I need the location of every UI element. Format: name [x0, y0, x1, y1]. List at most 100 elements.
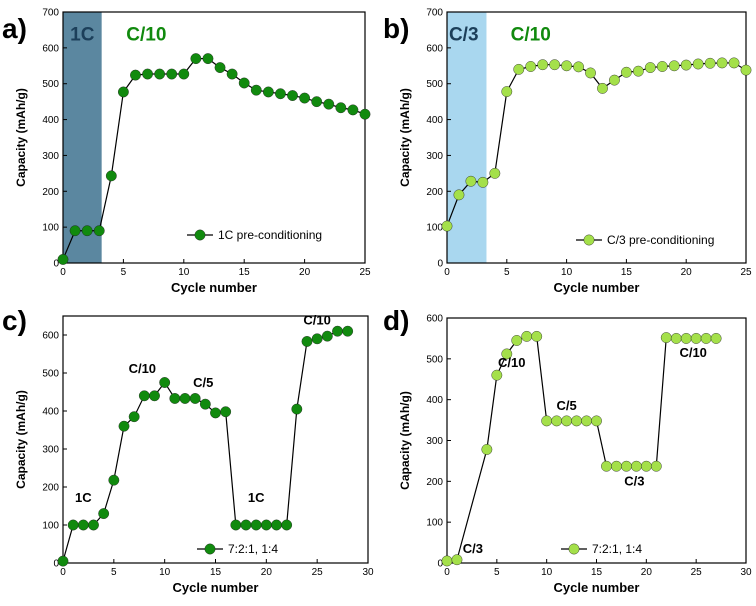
data-point-c-28 — [342, 325, 354, 337]
shaded-region-b-0 — [447, 12, 487, 263]
data-point-c-22 — [281, 519, 293, 531]
data-point-d-21 — [650, 460, 662, 472]
data-point-c-19 — [250, 519, 262, 531]
y-tick-label-b-2: 200 — [426, 187, 443, 198]
x-tick-label-c-4: 20 — [261, 567, 273, 578]
data-point-c-13 — [189, 393, 201, 404]
data-point-b-2 — [465, 175, 477, 187]
legend-marker-a — [194, 229, 206, 241]
data-point-c-11 — [169, 393, 181, 404]
legend-label-c: 7:2:1, 1:4 — [228, 542, 278, 556]
x-tick-label-a-4: 20 — [299, 267, 311, 278]
data-point-d-1 — [451, 554, 463, 566]
data-point-b-9 — [549, 59, 561, 71]
y-tick-label-a-5: 500 — [42, 79, 59, 90]
x-tick-label-c-3: 15 — [210, 567, 222, 578]
data-point-d-26 — [700, 333, 712, 344]
panel-label-d: d) — [383, 305, 409, 336]
data-point-d-16 — [601, 460, 612, 472]
data-point-b-25 — [740, 64, 752, 76]
x-axis-title-d: Cycle number — [554, 580, 640, 595]
series-line-b-0 — [446, 62, 747, 227]
y-tick-label-c-0: 0 — [53, 559, 59, 570]
legend-marker-d — [568, 543, 580, 555]
data-point-b-24 — [728, 57, 740, 69]
data-point-b-11 — [573, 61, 584, 73]
data-point-b-4 — [489, 167, 501, 179]
annotation-c-0: 1C — [75, 490, 92, 505]
data-point-c-17 — [230, 519, 242, 531]
data-point-a-8 — [154, 68, 166, 80]
x-axis-title-c: Cycle number — [173, 580, 259, 595]
data-point-a-21 — [311, 96, 323, 108]
x-tick-label-a-2: 10 — [178, 267, 190, 278]
data-point-b-0 — [441, 220, 453, 232]
data-point-d-4 — [481, 444, 493, 455]
data-point-b-3 — [477, 176, 489, 188]
data-point-d-15 — [591, 415, 602, 427]
shaded-region-a-0 — [63, 12, 102, 263]
data-point-a-0 — [57, 254, 69, 265]
data-point-d-7 — [511, 335, 523, 346]
data-point-a-2 — [81, 225, 93, 237]
panel-label-a: a) — [2, 13, 27, 44]
data-point-a-22 — [323, 98, 335, 110]
y-tick-label-d-3: 300 — [426, 436, 443, 447]
annotation-c-4: C/10 — [303, 312, 330, 327]
annotation-a-1: C/10 — [126, 25, 166, 46]
data-point-b-1 — [453, 189, 465, 201]
y-tick-label-b-0: 0 — [437, 259, 443, 270]
panel-label-c: c) — [2, 305, 27, 336]
data-point-b-21 — [692, 58, 704, 70]
data-point-b-8 — [537, 59, 549, 71]
y-tick-label-d-0: 0 — [437, 559, 443, 570]
y-axis-title-d: Capacity (mAh/g) — [398, 391, 412, 490]
data-point-c-23 — [291, 403, 303, 415]
data-point-a-19 — [287, 90, 298, 101]
data-point-b-19 — [668, 60, 680, 72]
series-line-c-0 — [62, 330, 348, 562]
data-point-a-9 — [166, 68, 178, 80]
y-tick-label-a-0: 0 — [53, 259, 59, 270]
data-point-d-23 — [670, 333, 682, 344]
x-tick-label-b-2: 10 — [561, 267, 573, 278]
data-point-a-5 — [118, 86, 129, 98]
plot-frame-c — [62, 315, 369, 564]
annotation-b-0: C/3 — [449, 25, 479, 46]
data-point-c-21 — [271, 519, 282, 531]
data-point-b-13 — [597, 82, 608, 94]
data-point-c-2 — [77, 519, 89, 531]
legend-marker-b — [583, 234, 595, 246]
panel-label-b: b) — [383, 13, 409, 44]
data-point-a-18 — [275, 88, 286, 100]
data-point-b-23 — [716, 57, 728, 69]
legend-marker-c — [204, 543, 216, 555]
data-point-b-18 — [656, 61, 668, 72]
annotation-b-1: C/10 — [511, 25, 551, 46]
x-tick-label-c-5: 25 — [312, 567, 324, 578]
x-tick-label-b-1: 5 — [504, 267, 510, 278]
y-tick-label-c-3: 300 — [42, 445, 59, 456]
y-tick-label-a-2: 200 — [42, 187, 59, 198]
data-point-c-6 — [118, 420, 130, 432]
data-point-d-0 — [441, 555, 453, 567]
y-tick-label-a-1: 100 — [42, 223, 59, 234]
x-tick-label-d-4: 20 — [641, 567, 653, 578]
data-point-b-17 — [644, 62, 656, 73]
annotation-c-3: 1C — [248, 490, 265, 505]
y-tick-label-d-4: 400 — [426, 395, 443, 406]
legend-label-b: C/3 pre-conditioning — [607, 233, 714, 247]
x-tick-label-d-0: 0 — [444, 567, 450, 578]
data-point-a-15 — [238, 77, 250, 89]
data-point-b-7 — [525, 61, 537, 72]
data-point-a-20 — [299, 92, 310, 104]
y-tick-label-d-2: 200 — [426, 477, 443, 488]
annotation-c-1: C/10 — [129, 361, 156, 376]
data-point-a-6 — [130, 69, 141, 81]
data-point-a-23 — [335, 102, 347, 114]
annotation-d-1: C/10 — [498, 355, 525, 370]
data-point-d-18 — [621, 460, 632, 472]
